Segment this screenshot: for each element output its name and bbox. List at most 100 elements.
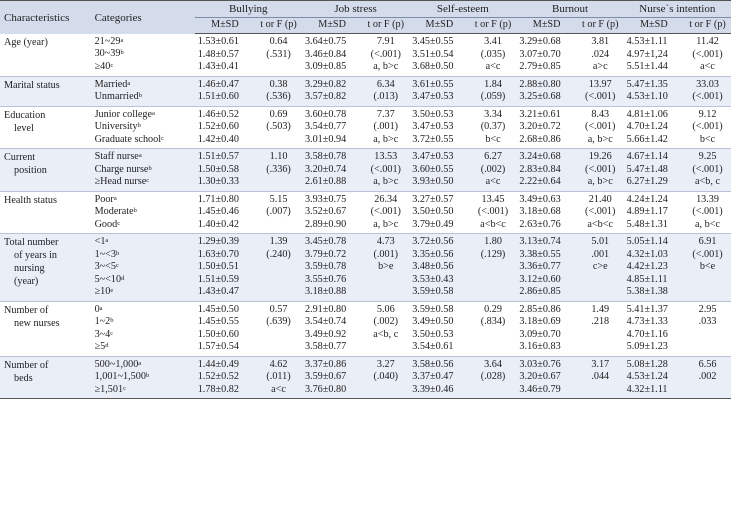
mean-sd-value: 4.70±1.16: [626, 328, 668, 340]
test-stat-value: b<c: [485, 133, 501, 145]
table-row: Education level Junior collegea Universityb…: [0, 106, 731, 149]
test-stat-value: 7.37: [376, 108, 395, 120]
mean-sd-value: 1.29±0.39: [197, 236, 239, 247]
test-stat-value: 1.39: [269, 236, 288, 247]
test-stat-value: 1.84: [484, 78, 502, 90]
test-stat-value: (.001): [373, 248, 399, 260]
category-item: ≥5d: [95, 341, 193, 354]
category-superscript: a: [113, 194, 117, 202]
mean-sd-cell: 3.13±0.74 3.38±0.55 3.36±0.77 3.12±0.60 2.86…: [516, 233, 577, 302]
test-stat-value: a, b>c: [587, 133, 613, 145]
category-item: Staff nursea: [95, 151, 193, 164]
mean-sd-cell: 2.91±0.80 3.54±0.74 3.49±0.92 3.58±0.77: [301, 301, 363, 357]
test-stat-value: a<c: [700, 61, 715, 72]
test-stat-cell: 26.34 (<.001) a, b>c: [362, 191, 410, 234]
category-cell: 0a 1~2b 3~4c ≥5d: [90, 301, 195, 357]
test-stat-value: a, b>c: [373, 133, 399, 145]
category-superscript: c: [110, 61, 114, 69]
test-stat-value: 3.34: [484, 108, 502, 120]
mean-sd-value: 3.37±0.86: [304, 358, 347, 370]
mean-sd-value: 2.68±0.86: [519, 133, 561, 145]
test-stat-value: 4.73: [376, 236, 395, 247]
mean-sd-value: 1.45±0.50: [197, 303, 239, 315]
mean-sd-value: 1.43±0.47: [197, 286, 239, 297]
characteristic-label: Number of: [4, 359, 49, 371]
category-superscript: e: [110, 287, 114, 294]
mean-sd-value: 3.60±0.78: [304, 108, 347, 120]
category-label: ≥1,501: [94, 383, 124, 395]
test-stat-cell: 8.43 (<.001) a, b>c: [576, 106, 624, 149]
mean-sd-cell: 1.44±0.49 1.52±0.52 1.78±0.82: [194, 356, 256, 399]
category-superscript: a: [99, 304, 103, 312]
category-item: 0a: [95, 304, 193, 317]
mean-sd-value: 1.50±0.58: [197, 163, 239, 175]
test-stat-cell: 19.26 (<.001) a, b>c: [576, 148, 624, 192]
category-label: 1,001~1,500: [94, 371, 146, 382]
mean-sd-value: 4.97±1,24: [626, 48, 668, 60]
category-superscript: c: [110, 329, 114, 337]
category-item: 3~<5c: [95, 261, 193, 274]
table-header: Characteristics Categories Bullying Job …: [0, 0, 731, 34]
test-stat-value: (.040): [373, 371, 399, 382]
category-item: Junior collegea: [95, 109, 193, 122]
categories-header: Categories: [90, 0, 195, 34]
mean-sd-value: 3.20±0.72: [519, 121, 561, 132]
test-stat-value: 11.42: [696, 36, 719, 47]
self-esteem-header: Self-esteem: [409, 0, 517, 18]
category-superscript: a: [138, 152, 142, 159]
test-stat-value: (.639): [266, 316, 291, 327]
test-stat-cell: 1.84 (.059): [469, 76, 517, 107]
category-item: <1a: [95, 236, 193, 249]
test-stat-cell: 4.73 (.001) b>e: [362, 233, 410, 302]
test-stat-cell: 0.57 (.639): [255, 301, 302, 357]
test-stat-value: a, b>c: [587, 176, 613, 187]
mean-sd-value: 4.32±1.11: [626, 383, 668, 395]
test-stat-value: [257, 61, 300, 74]
test-stat-value: [364, 286, 407, 299]
mean-sd-value: 3.09±0.85: [304, 61, 347, 72]
t-subheader: t or F (p): [684, 17, 731, 34]
table-row: Health status Poora Moderateb Goodc 1.71±0.8…: [0, 191, 731, 234]
mean-sd-value: 2.88±0.80: [519, 78, 561, 90]
characteristic-label: Current: [4, 152, 36, 163]
test-stat-value: (.336): [266, 163, 291, 175]
mean-sd-value: 4.70±1.24: [626, 121, 668, 132]
mean-sd-value: 3.03±0.76: [519, 358, 561, 370]
test-stat-value: a<c: [485, 61, 501, 72]
mean-sd-value: 5.51±1.44: [626, 61, 668, 72]
characteristic-label: of years in: [14, 250, 57, 261]
test-stat-value: 3.64: [484, 358, 502, 370]
test-stat-cell: 3.17.044: [576, 356, 624, 399]
category-superscript: a: [138, 359, 142, 367]
category-superscript: b: [110, 317, 114, 324]
mean-sd-value: 3.49±0.92: [304, 328, 347, 340]
test-stat-value: (.059): [480, 91, 506, 102]
mean-sd-value: 1.51±0.59: [197, 273, 239, 285]
mean-sd-value: 4.53±1.10: [626, 91, 668, 102]
category-label: University: [94, 121, 138, 132]
category-item: Moderateb: [95, 206, 193, 219]
job-stress-header: Job stress: [301, 0, 410, 18]
test-stat-value: [579, 384, 622, 397]
category-superscript: c: [146, 177, 150, 184]
mean-sd-value: 3.39±0.46: [412, 383, 454, 395]
test-stat-value: (<.001): [692, 48, 723, 60]
test-stat-cell: 5.06 (.002) a<b, c: [362, 301, 410, 357]
category-superscript: c: [123, 384, 126, 392]
test-stat-value: 8.43: [591, 108, 610, 120]
test-stat-value: (.531): [266, 48, 291, 60]
mean-sd-value: 2.79±0.85: [519, 61, 561, 72]
mean-sd-cell: 3.64±0.75 3.46±0.84 3.09±0.85: [301, 33, 363, 77]
test-stat-value: 5.01: [591, 236, 610, 247]
mean-sd-value: 5.08±1.28: [626, 358, 668, 370]
mean-sd-value: 3.61±0.55: [412, 78, 454, 90]
test-stat-value: 13.39: [696, 193, 719, 205]
test-stat-value: [472, 286, 515, 299]
mean-sd-value: 1.51±0.60: [197, 91, 239, 102]
test-stat-value: [257, 176, 300, 189]
characteristic-label: Education: [4, 109, 46, 121]
category-label: Staff nurse: [94, 151, 139, 162]
test-stat-value: (0.37): [480, 121, 506, 132]
mean-sd-value: 2.83±0.84: [519, 163, 561, 175]
characteristic-label: Marital status: [4, 79, 60, 91]
